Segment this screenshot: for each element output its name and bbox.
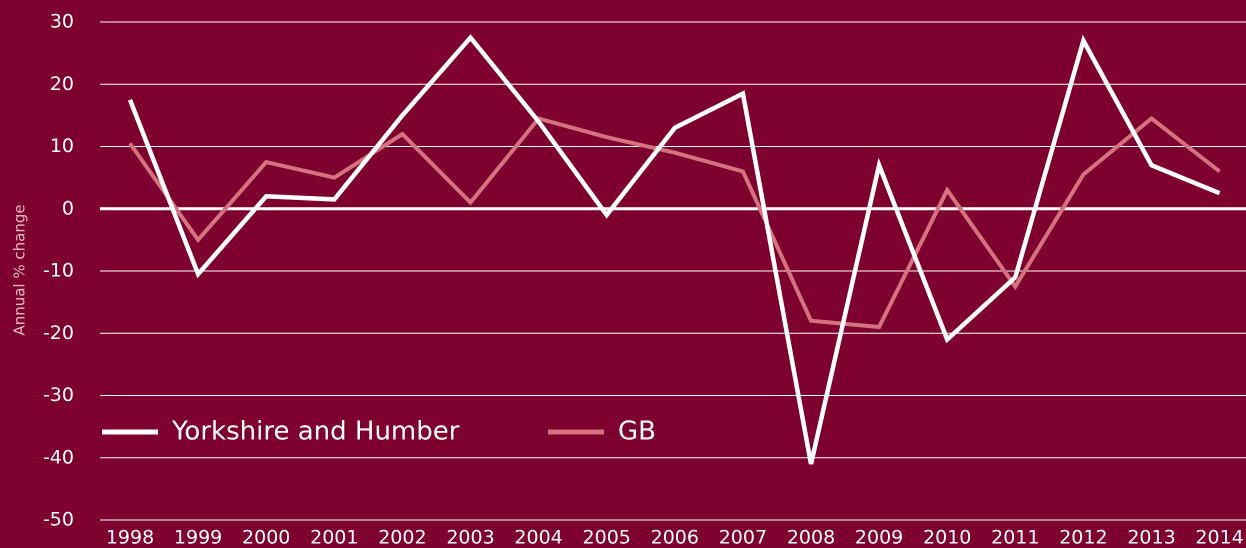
x-tick-label: 2011 — [991, 527, 1039, 548]
y-tick-label: -40 — [43, 446, 74, 468]
x-tick-label: 2001 — [310, 527, 358, 548]
x-tick-label: 2004 — [514, 527, 562, 548]
y-tick-label: 30 — [50, 11, 74, 33]
x-tick-label: 2012 — [1059, 527, 1107, 548]
y-tick-label: -50 — [43, 509, 74, 531]
x-tick-label: 2008 — [787, 527, 835, 548]
x-tick-label: 2009 — [855, 527, 903, 548]
x-tick-label: 2006 — [651, 527, 699, 548]
x-tick-label: 2010 — [923, 527, 971, 548]
x-tick-label: 2003 — [446, 527, 494, 548]
y-tick-label: 20 — [50, 73, 74, 95]
x-tick-label: 2007 — [719, 527, 767, 548]
y-tick-label: -20 — [43, 322, 74, 344]
y-tick-label: -30 — [43, 384, 74, 406]
legend-label: Yorkshire and Humber — [171, 417, 460, 447]
x-tick-label: 2005 — [583, 527, 631, 548]
y-tick-label: -10 — [43, 260, 74, 282]
x-tick-label: 2014 — [1195, 527, 1243, 548]
x-tick-label: 1999 — [174, 527, 222, 548]
x-tick-label: 2000 — [242, 527, 290, 548]
series-line — [127, 34, 1221, 465]
series-line — [128, 115, 1221, 330]
y-tick-label: 10 — [50, 135, 74, 157]
x-tick-label: 1998 — [106, 527, 154, 548]
y-tick-label: 0 — [62, 197, 74, 219]
y-axis-label: Annual % change — [11, 204, 29, 335]
legend-label: GB — [618, 417, 656, 447]
x-tick-label: 2013 — [1127, 527, 1175, 548]
x-tick-label: 2002 — [378, 527, 426, 548]
